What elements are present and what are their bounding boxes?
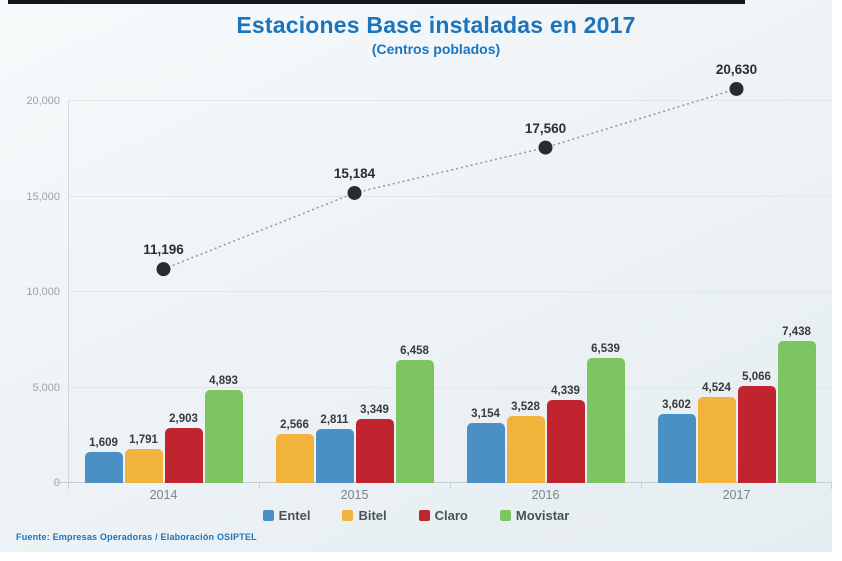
- x-category-label: 2017: [722, 488, 751, 502]
- bar-value-label: 6,458: [400, 344, 429, 357]
- legend-label: Bitel: [358, 508, 387, 523]
- plot-area: 1,609 1,791 2,903 4,893 2014 2,566 2,811 3,349 6…: [55, 62, 832, 502]
- x-category-label: 2015: [340, 488, 369, 502]
- legend-item-claro: Claro: [418, 508, 468, 523]
- bar-bitel-2014: 1,791: [124, 434, 163, 483]
- line-point: [729, 81, 744, 96]
- y-tick-label: 15,000: [26, 190, 60, 203]
- bar-claro-2017: 5,066: [737, 371, 776, 483]
- legend-label: Movistar: [515, 508, 570, 523]
- gridline: [68, 291, 832, 292]
- bar-entel-2016: 3,154: [466, 408, 505, 483]
- bar-value-label: 1,609: [89, 437, 118, 450]
- bar-value-label: 3,528: [511, 400, 540, 413]
- legend-swatch-icon: [262, 510, 274, 521]
- bar-value-label: 7,438: [782, 325, 811, 338]
- bar-value-label: 3,602: [662, 399, 691, 412]
- chart-slide: Estaciones Base instaladas en 2017 (Cent…: [0, 0, 832, 552]
- bar-movistar-2014: 4,893: [204, 375, 243, 483]
- bar-entel-2017: 3,602: [657, 399, 696, 483]
- bar-movistar-2015: 6,458: [395, 345, 434, 483]
- bar-bitel-2017: 4,524: [697, 382, 736, 483]
- x-tick: [68, 483, 69, 489]
- bar-entel-2015: 2,811: [315, 414, 354, 483]
- line-point-label: 11,196: [143, 242, 184, 258]
- x-category-label: 2014: [149, 488, 178, 502]
- bar-value-label: 4,524: [702, 381, 731, 394]
- x-tick: [259, 483, 260, 489]
- bar-value-label: 4,339: [551, 385, 580, 398]
- bar-bitel-2016: 3,528: [506, 401, 545, 483]
- bar-value-label: 2,903: [169, 412, 198, 425]
- bar-value-label: 2,811: [320, 414, 349, 427]
- legend: Entel Bitel Claro Movistar: [0, 508, 832, 523]
- legend-swatch-icon: [342, 510, 354, 521]
- bar-movistar-2016: 6,539: [586, 343, 625, 483]
- bars: 3,602 4,524 5,066 7,438: [641, 326, 832, 483]
- bar-movistar-2017: 7,438: [777, 326, 816, 483]
- bar-claro-2014: 2,903: [164, 413, 203, 483]
- legend-item-movistar: Movistar: [499, 508, 570, 523]
- legend-label: Claro: [434, 508, 468, 523]
- line-point-label: 15,184: [333, 165, 376, 181]
- legend-item-entel: Entel: [262, 508, 311, 523]
- bar-group-2017: 3,602 4,524 5,066 7,438 2017: [641, 101, 832, 502]
- slide-top-border: [8, 0, 745, 4]
- bar-bitel-2015: 2,566: [275, 419, 314, 483]
- bar-group-2014: 1,609 1,791 2,903 4,893 2014: [68, 101, 259, 502]
- bar-claro-2015: 3,349: [355, 404, 394, 483]
- legend-item-bitel: Bitel: [342, 508, 387, 523]
- chart-title: Estaciones Base instaladas en 2017: [236, 12, 636, 38]
- y-axis-line: [68, 101, 69, 483]
- gridline: [68, 386, 832, 388]
- bar-group-2015: 2,566 2,811 3,349 6,458 2015: [259, 101, 450, 502]
- bars: 1,609 1,791 2,903 4,893: [68, 375, 259, 483]
- y-tick-label: 0: [53, 477, 60, 489]
- bar-value-label: 4,893: [209, 374, 238, 387]
- x-tick: [831, 483, 832, 489]
- x-category-label: 2016: [531, 488, 560, 502]
- bar-claro-2016: 4,339: [546, 385, 585, 483]
- bars: 3,154 3,528 4,339 6,539: [450, 343, 641, 483]
- source-note: Fuente: Empresas Operadoras / Elaboració…: [16, 532, 257, 542]
- legend-label: Entel: [278, 508, 311, 523]
- y-tick-label: 10,000: [26, 286, 60, 298]
- chart-subtitle: (Centros poblados): [371, 41, 501, 57]
- bar-value-label: 1,791: [129, 433, 158, 446]
- bar-groups: 1,609 1,791 2,903 4,893 2014 2,566 2,811 3,349 6…: [68, 101, 832, 502]
- x-tick: [450, 483, 451, 489]
- line-point-label: 20,630: [715, 61, 758, 77]
- line-point-label: 17,560: [524, 120, 567, 136]
- y-tick-label: 5,000: [32, 381, 60, 394]
- bar-value-label: 3,154: [471, 407, 500, 420]
- bar-entel-2014: 1,609: [84, 437, 123, 483]
- legend-swatch-icon: [418, 510, 430, 521]
- bar-value-label: 3,349: [360, 404, 389, 417]
- x-tick: [641, 483, 642, 489]
- bar-value-label: 6,539: [591, 343, 620, 356]
- bar-value-label: 5,066: [742, 371, 771, 384]
- legend-swatch-icon: [499, 510, 511, 521]
- y-tick-label: 20,000: [26, 95, 60, 107]
- bar-group-2016: 3,154 3,528 4,339 6,539 2016: [450, 101, 641, 502]
- x-axis-line: [55, 482, 832, 483]
- bars: 2,566 2,811 3,349 6,458: [259, 345, 450, 483]
- bar-value-label: 2,566: [280, 419, 309, 431]
